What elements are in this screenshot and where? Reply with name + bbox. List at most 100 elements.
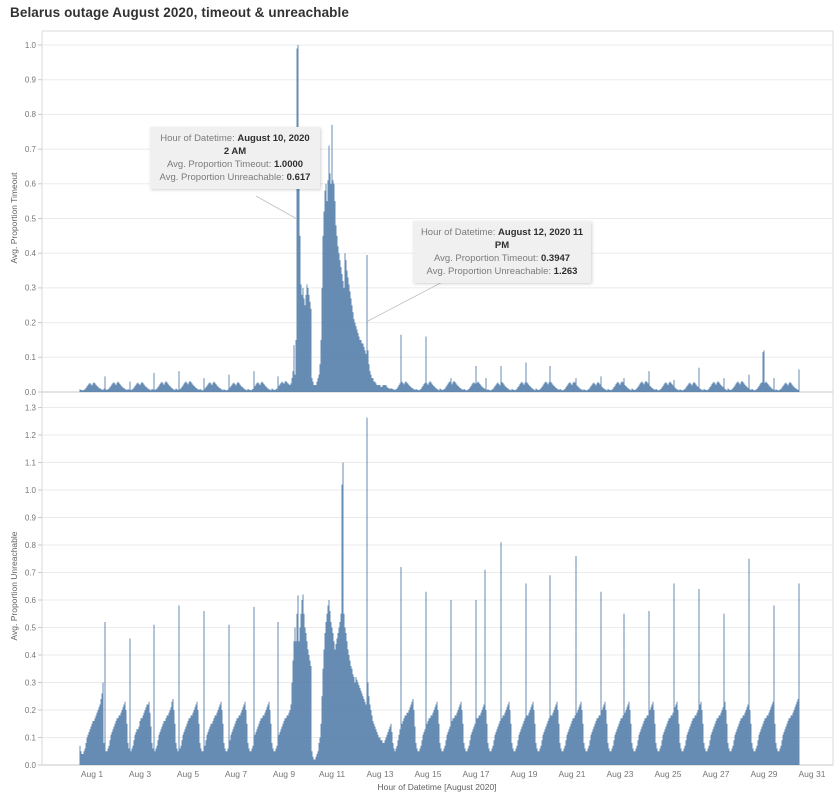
bar[interactable] [547, 384, 549, 392]
bar[interactable] [733, 740, 735, 765]
bar[interactable] [538, 751, 540, 765]
bar[interactable] [136, 729, 138, 765]
bar[interactable] [734, 734, 736, 765]
bar[interactable] [394, 751, 396, 765]
bar[interactable] [503, 384, 505, 392]
bar[interactable] [217, 386, 219, 392]
bar[interactable] [152, 389, 154, 392]
bar[interactable] [543, 383, 545, 392]
bar[interactable] [326, 201, 328, 392]
bar[interactable] [314, 759, 316, 766]
bar[interactable] [554, 386, 556, 392]
bar[interactable] [281, 726, 283, 766]
bar[interactable] [364, 350, 366, 392]
bar[interactable] [186, 723, 188, 765]
bar[interactable] [184, 729, 186, 765]
bar[interactable] [630, 390, 632, 392]
bar[interactable] [590, 386, 592, 392]
bar[interactable] [308, 655, 310, 765]
bar[interactable] [797, 389, 799, 392]
bar[interactable] [115, 385, 117, 392]
bar[interactable] [297, 45, 299, 392]
bar[interactable] [349, 660, 351, 766]
bar[interactable] [669, 718, 671, 765]
bar[interactable] [306, 641, 308, 765]
bar[interactable] [608, 389, 610, 392]
bar[interactable] [225, 751, 227, 765]
bar[interactable] [273, 751, 275, 765]
bar[interactable] [445, 740, 447, 765]
bar[interactable] [287, 715, 289, 766]
bar[interactable] [417, 389, 419, 392]
bar[interactable] [628, 388, 630, 392]
bar[interactable] [441, 389, 443, 392]
bar[interactable] [630, 723, 632, 765]
bar[interactable] [769, 386, 771, 392]
bar[interactable] [662, 386, 664, 392]
bar[interactable] [658, 390, 660, 392]
bar[interactable] [794, 387, 796, 392]
bar[interactable] [222, 723, 224, 765]
bar[interactable] [227, 748, 229, 766]
bar[interactable] [209, 382, 211, 392]
bar[interactable] [91, 723, 93, 765]
bar[interactable] [509, 389, 511, 392]
bar[interactable] [793, 386, 795, 392]
bar[interactable] [233, 382, 235, 392]
bar[interactable] [656, 389, 658, 392]
bar[interactable] [486, 723, 488, 765]
bar[interactable] [332, 633, 334, 765]
bar[interactable] [537, 751, 539, 765]
bar[interactable] [261, 381, 263, 392]
bar[interactable] [213, 718, 215, 765]
bar[interactable] [272, 389, 274, 392]
bar[interactable] [498, 723, 500, 765]
bar[interactable] [230, 734, 232, 765]
bar[interactable] [612, 388, 614, 392]
bar[interactable] [311, 751, 313, 765]
bar[interactable] [479, 384, 481, 392]
bar[interactable] [535, 743, 537, 765]
bar[interactable] [778, 751, 780, 765]
bar[interactable] [672, 712, 674, 765]
bar[interactable] [541, 740, 543, 765]
bar[interactable] [321, 696, 323, 765]
bar[interactable] [196, 701, 198, 765]
bar[interactable] [310, 308, 312, 392]
bar[interactable] [688, 729, 690, 765]
bar[interactable] [363, 346, 365, 392]
bar[interactable] [611, 389, 613, 392]
bar[interactable] [780, 388, 782, 392]
bar[interactable] [668, 718, 670, 765]
bar[interactable] [620, 718, 622, 765]
bar[interactable] [206, 734, 208, 765]
bar[interactable] [664, 382, 666, 392]
bar[interactable] [485, 710, 487, 765]
bar[interactable] [554, 707, 556, 765]
bar[interactable] [86, 386, 88, 392]
bar[interactable] [742, 715, 744, 766]
bar[interactable] [191, 383, 193, 392]
bar[interactable] [449, 726, 451, 766]
bar[interactable] [415, 743, 417, 765]
bar[interactable] [629, 710, 631, 765]
bar[interactable] [346, 641, 348, 765]
bar[interactable] [296, 48, 298, 392]
bar[interactable] [694, 715, 696, 766]
bar[interactable] [710, 385, 712, 392]
bar[interactable] [401, 381, 403, 392]
bar[interactable] [463, 388, 465, 392]
bar[interactable] [751, 388, 753, 392]
bar[interactable] [355, 677, 357, 765]
bar[interactable] [600, 376, 602, 392]
bar[interactable] [502, 382, 504, 392]
bar[interactable] [302, 287, 304, 392]
bar[interactable] [451, 384, 453, 392]
bar[interactable] [706, 390, 708, 392]
bar[interactable] [543, 732, 545, 765]
bar[interactable] [270, 390, 272, 392]
bar[interactable] [779, 748, 781, 766]
bar[interactable] [348, 655, 350, 765]
bar[interactable] [246, 390, 248, 392]
bar[interactable] [259, 721, 261, 765]
